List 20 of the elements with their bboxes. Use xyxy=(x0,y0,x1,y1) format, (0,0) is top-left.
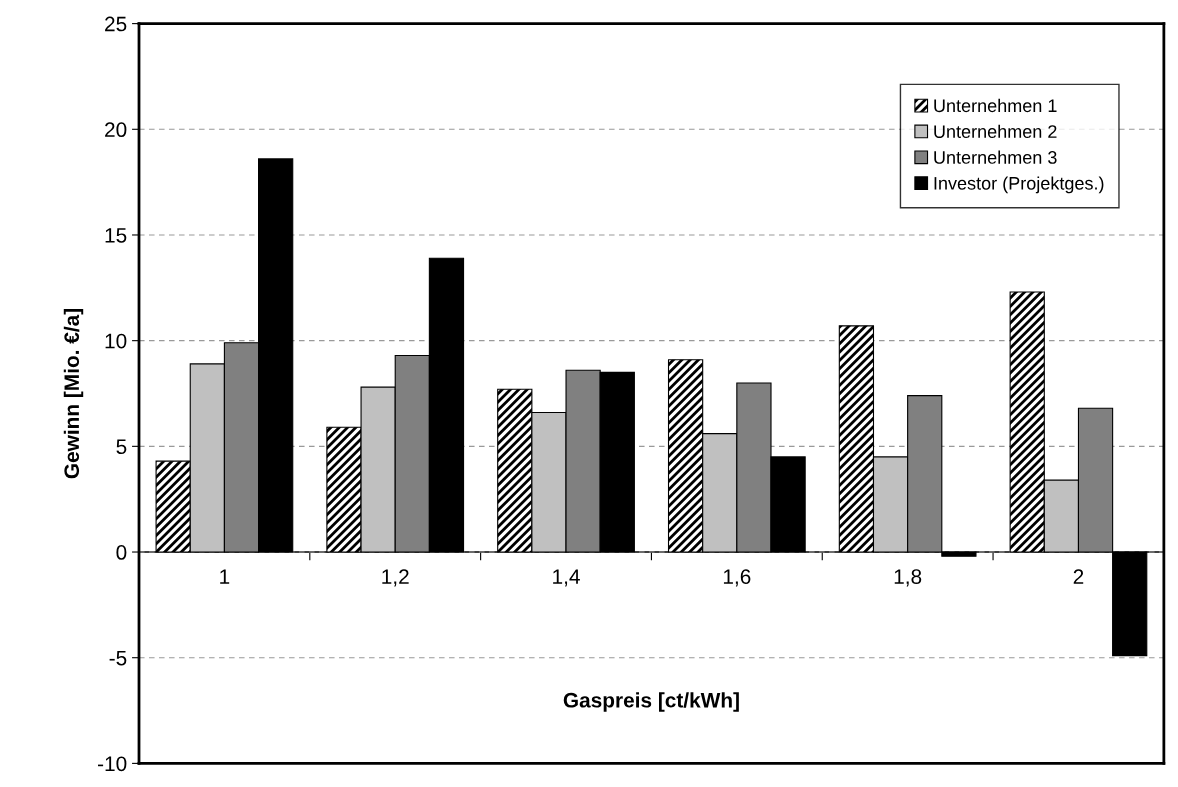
y-tick-label: 0 xyxy=(116,545,127,560)
x-tick-label: 1,6 xyxy=(723,569,751,587)
x-tick-label: 1,8 xyxy=(894,569,922,587)
x-tick-label: 2 xyxy=(1073,569,1084,584)
y-tick-label: 20 xyxy=(105,122,127,138)
y-tick-label: 15 xyxy=(105,228,127,243)
y-tick-label: 5 xyxy=(116,439,127,455)
x-tick-label: 1,4 xyxy=(553,569,580,587)
legend-label: Investor (Projektges.) xyxy=(934,176,1104,194)
legend-label: Unternehmen 2 xyxy=(934,124,1057,138)
y-tick-label: -5 xyxy=(109,650,127,666)
legend-label: Unternehmen 1 xyxy=(934,98,1057,113)
legend-label: Unternehmen 3 xyxy=(934,150,1057,164)
x-tick-label: 1 xyxy=(220,569,230,584)
x-axis-title: Gaspreis [ct/kWh] xyxy=(563,692,739,712)
y-tick-label: 25 xyxy=(105,16,127,32)
y-tick-label: -10 xyxy=(98,756,127,772)
y-axis-title: Gewinn [Mio. €/a] xyxy=(63,309,84,479)
x-tick-label: 1,2 xyxy=(382,569,409,587)
y-tick-label: 10 xyxy=(105,333,127,349)
